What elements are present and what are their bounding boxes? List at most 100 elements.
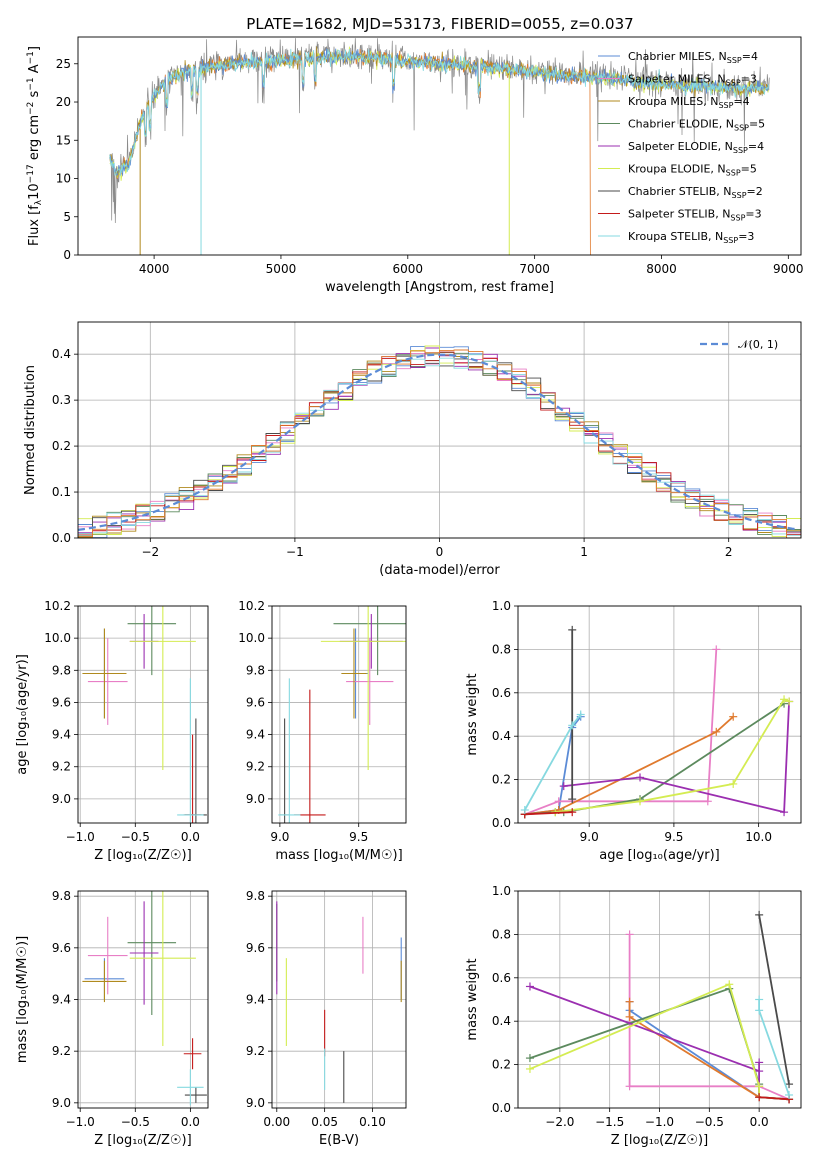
- mass-vs-age-axes: 9.0 9.5 9.0 9.2 9.4 9.6 9.8 10.0 10.2 mass [log₁₀…: [238, 599, 407, 863]
- histogram-series: [78, 354, 801, 538]
- error-point: [127, 606, 177, 676]
- Z-vs-mass-plot-area: [82, 891, 207, 1106]
- legend-entry: Salpeter ELODIE, NSSP=4: [628, 140, 764, 155]
- legend-entry-name: Salpeter ELODIE, N: [628, 140, 733, 153]
- legend-entry-name: Chabrier STELIB, N: [628, 185, 732, 198]
- y-tick-label: 25: [56, 57, 71, 71]
- EBV-vs-mass-plot-area: [276, 901, 402, 1103]
- legend-entry-name: Kroupa MILES, N: [628, 95, 718, 108]
- legend-entry: Salpeter MILES, NSSP=3: [628, 73, 757, 88]
- y-tick-label: 10.2: [44, 599, 71, 613]
- error-point: [127, 891, 177, 1015]
- spectrum-plot-area: [109, 38, 770, 255]
- y-tick-label: 0: [63, 248, 71, 262]
- axes-frame: [271, 890, 407, 1109]
- figure-title: PLATE=1682, MJD=53173, FIBERID=0055, z=0…: [246, 15, 633, 33]
- y-tick-label: 10.0: [44, 631, 71, 645]
- EBV-vs-mass-axes: 0.00 0.05 0.10 9.0 9.2 9.4 9.6 9.8 E(B-V): [246, 889, 407, 1148]
- weight-line: [563, 701, 790, 814]
- Z-vs-age-axes: −1.0 −0.5 0.0 9.0 9.2 9.4 9.6 9.8 10.0 10.2 Z [log…: [15, 599, 209, 863]
- axes-frame: [517, 605, 802, 824]
- x-tick-label: 0: [436, 545, 444, 559]
- legend-entry: Chabrier STELIB, NSSP=2: [628, 185, 763, 200]
- legend-entry: Chabrier MILES, NSSP=4: [628, 50, 758, 65]
- x-tick-label: −0.5: [121, 1115, 150, 1129]
- weight-line: [758, 999, 790, 1096]
- legend-entry-name: Kroupa STELIB, N: [628, 230, 723, 243]
- weight-line: [529, 983, 760, 1098]
- x-tick-label: 0.0: [181, 830, 200, 844]
- y-tick-label: 0.2: [52, 439, 71, 453]
- error-point: [129, 606, 196, 770]
- y-tick-label: 9.2: [246, 760, 265, 774]
- y-tick-label: 9.2: [52, 760, 71, 774]
- x-tick-label: −1.0: [66, 830, 95, 844]
- mass-vs-age-plot-area: [278, 606, 406, 823]
- y-axis-label-part: −2: [26, 102, 36, 115]
- Z-vs-mass-weight-axes: −2.0 −1.5 −1.0 −0.5 0.0 0.0 0.2 0.4 0.6 0.8 1.0 Z […: [465, 884, 802, 1148]
- y-tick-label: 9.0: [52, 792, 71, 806]
- weight-series: [525, 982, 764, 1102]
- y-tick-label: 9.8: [246, 663, 265, 677]
- y-tick-label: 9.0: [52, 1096, 71, 1110]
- error-point: [87, 638, 128, 725]
- legend-entry-name: Salpeter MILES, N: [628, 73, 726, 86]
- weight-line: [759, 1096, 790, 1101]
- x-axis-label: (data-model)/error: [379, 563, 500, 578]
- y-axis-label-part: A: [27, 64, 42, 77]
- y-axis-label-part: −1: [26, 51, 36, 64]
- legend-entry-value: =4: [748, 140, 764, 153]
- residual-histogram-axes: −2 −1 0 1 2 0.0 0.1 0.2 0.3 0.4 (data-model)/error…: [23, 321, 802, 578]
- y-tick-label: 0.0: [52, 531, 71, 545]
- y-axis-label: Normed distribution: [23, 365, 38, 495]
- y-tick-label: 1.0: [492, 884, 511, 898]
- y-tick-label: 9.8: [52, 663, 71, 677]
- error-point: [177, 678, 204, 823]
- error-point: [129, 901, 159, 1005]
- x-tick-label: 2: [725, 545, 733, 559]
- y-tick-label: 0.1: [52, 485, 71, 499]
- weight-series: [551, 695, 794, 817]
- legend-entry-value: =2: [747, 185, 763, 198]
- legend-entry: Kroupa STELIB, NSSP=3: [628, 230, 754, 245]
- legend-entry: 𝒩(0, 1): [738, 338, 778, 351]
- legend-entry-value: =5: [749, 118, 765, 131]
- x-tick-label: 0.0: [181, 1115, 200, 1129]
- y-tick-label: 9.6: [246, 695, 265, 709]
- weight-line: [758, 914, 790, 1085]
- age-vs-mass-weight-plot-area: [520, 625, 794, 819]
- y-tick-label: 0.6: [492, 971, 511, 985]
- legend-entry-name: Kroupa ELODIE, N: [628, 163, 726, 176]
- y-tick-label: 10: [56, 172, 71, 186]
- weight-series: [525, 980, 764, 1102]
- y-axis-label-part: s: [27, 90, 42, 101]
- y-tick-label: 9.4: [52, 993, 71, 1007]
- axes-frame: [271, 605, 407, 824]
- y-tick-label: 9.2: [246, 1044, 265, 1058]
- x-tick-label: 4000: [139, 262, 170, 276]
- Z-vs-mass-weight-plot-area: [525, 910, 794, 1104]
- legend-entry-sub: SSP: [726, 169, 741, 178]
- legend-entry-value: =5: [741, 163, 757, 176]
- error-point: [82, 960, 127, 1003]
- x-tick-label: 0.0: [750, 1115, 769, 1129]
- y-tick-label: 0.4: [492, 729, 511, 743]
- legend-entry-name: Chabrier MILES, N: [628, 50, 727, 63]
- x-axis-label: E(B-V): [319, 1133, 359, 1148]
- y-axis-label: mass weight: [465, 673, 480, 755]
- y-tick-label: 0.0: [492, 1101, 511, 1115]
- y-tick-label: 9.8: [246, 889, 265, 903]
- weight-line: [524, 811, 573, 816]
- y-tick-label: 9.4: [246, 728, 265, 742]
- legend-entry-value: =3: [738, 230, 754, 243]
- y-axis-label-part: 10: [27, 183, 42, 200]
- x-tick-label: 0.00: [263, 1115, 290, 1129]
- y-tick-label: 9.6: [52, 695, 71, 709]
- y-tick-label: 9.4: [52, 728, 71, 742]
- y-axis-label-part: ]: [27, 46, 42, 51]
- legend-entry-value: =3: [745, 208, 761, 221]
- legend-entry: Chabrier ELODIE, NSSP=5: [628, 118, 765, 133]
- legend-entry-sub: SSP: [730, 214, 745, 223]
- legend-entry-name: Salpeter STELIB, N: [628, 208, 730, 221]
